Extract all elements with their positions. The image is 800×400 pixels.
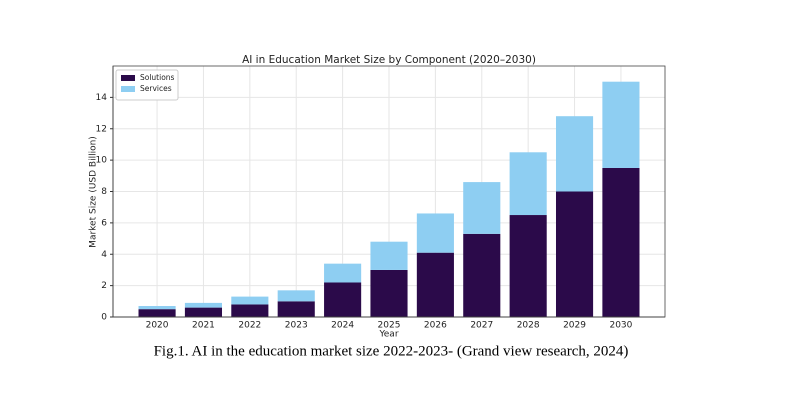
bar-segment: [602, 81, 640, 168]
y-axis-title: Market Size (USD Billion): [89, 136, 99, 248]
x-tick-label: 2021: [192, 321, 215, 331]
legend-label: Services: [140, 84, 172, 93]
legend-label: Solutions: [140, 73, 175, 82]
legend-swatch: [121, 86, 135, 92]
bar-segment: [416, 252, 454, 317]
bar-segment: [463, 182, 501, 234]
bar-segment: [184, 307, 223, 317]
y-tick-label: 6: [101, 218, 107, 228]
bar-segment: [231, 304, 269, 317]
bar-segment: [463, 233, 501, 317]
plot-frame: [112, 65, 666, 318]
x-tick-label: 2024: [331, 321, 354, 331]
bar-segment: [138, 309, 176, 317]
caption: Fig.1. AI in the education market size 2…: [154, 343, 629, 359]
x-tick-label: 2027: [470, 321, 493, 331]
x-tick-label: 2028: [517, 321, 540, 331]
bar-segment: [555, 116, 594, 192]
bar-segment: [509, 152, 547, 216]
bar-segment: [416, 213, 454, 253]
bar-segment: [184, 302, 223, 308]
bar-segment: [555, 191, 594, 317]
x-tick-label: 2030: [609, 321, 632, 331]
y-tick-label: 14: [96, 93, 108, 103]
x-tick-label: 2022: [238, 321, 261, 331]
x-tick-label: 2020: [146, 321, 169, 331]
bar-segment: [277, 301, 315, 317]
y-tick-label: 0: [101, 313, 107, 323]
x-tick-label: 2023: [285, 321, 308, 331]
legend-swatch: [121, 75, 135, 81]
bar-segment: [324, 282, 362, 317]
y-tick-label: 8: [101, 187, 107, 197]
bar-segment: [138, 306, 176, 310]
x-axis-title: Year: [378, 330, 398, 340]
bar-segment: [324, 263, 362, 283]
chart-title: AI in Education Market Size by Component…: [242, 54, 536, 66]
bar-segment: [509, 215, 547, 317]
x-tick-label: 2025: [378, 321, 401, 331]
bar-segment: [370, 241, 408, 270]
x-tick-label: 2029: [563, 321, 586, 331]
y-tick-label: 10: [96, 156, 108, 166]
bar-segment: [231, 296, 269, 305]
bar-segment: [602, 167, 640, 317]
bar-segment: [277, 290, 315, 302]
bar-segment: [370, 269, 408, 317]
x-tick-label: 2026: [424, 321, 447, 331]
y-tick-label: 4: [101, 250, 107, 260]
y-tick-label: 2: [101, 281, 107, 291]
y-tick-label: 12: [96, 124, 107, 134]
